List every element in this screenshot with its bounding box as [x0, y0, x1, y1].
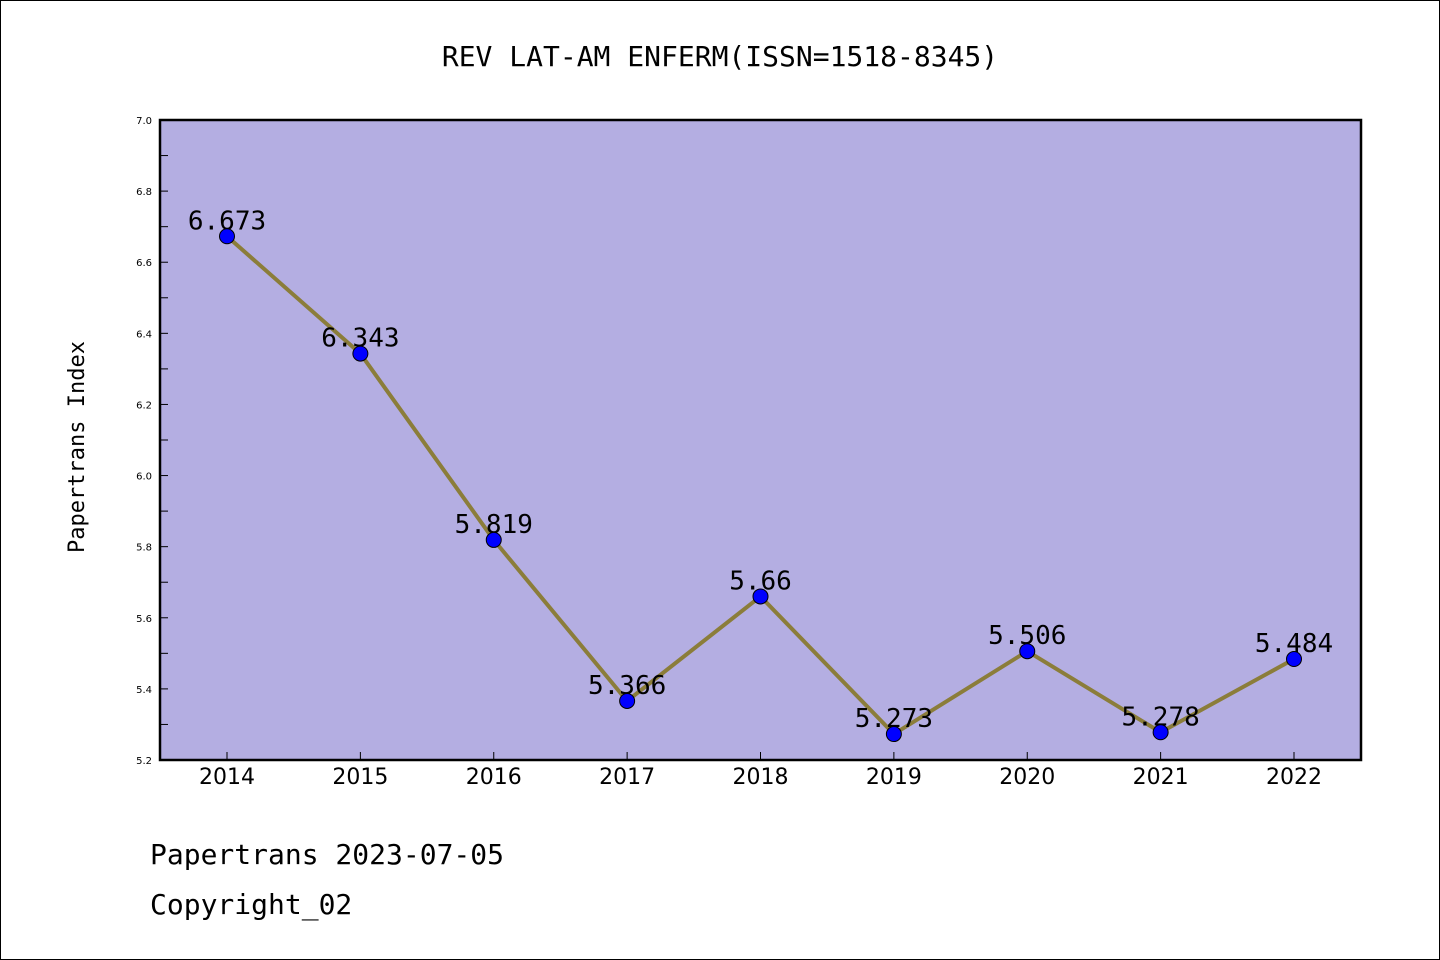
- y-tick-label: 5.2: [136, 756, 152, 767]
- footer-copyright: Copyright_02: [150, 888, 352, 922]
- x-tick-label: 2020: [999, 765, 1055, 790]
- y-tick-label: 6.0: [136, 472, 152, 483]
- data-markers: [219, 228, 1302, 743]
- data-point: [885, 726, 902, 743]
- x-tick-label: 2015: [332, 765, 388, 790]
- x-axis: 2014 2015 2016 2017 2018 2019 2020 2021 2022: [199, 752, 1322, 790]
- y-tick-label: 6.6: [136, 258, 152, 269]
- footer-date: Papertrans 2023-07-05: [150, 838, 504, 871]
- y-tick-label: 6.4: [136, 329, 152, 340]
- y-tick-label: 5.6: [136, 614, 152, 625]
- x-tick-label: 2018: [733, 765, 789, 790]
- x-tick-label: 2014: [199, 765, 255, 790]
- x-tick-label: 2016: [466, 765, 522, 790]
- plot-area: [158, 118, 1363, 762]
- chart-title: REV LAT-AM ENFERM(ISSN=1518-8345): [442, 40, 998, 73]
- x-tick-label: 2022: [1266, 765, 1322, 790]
- data-point: [1286, 651, 1302, 668]
- y-tick-label: 5.4: [136, 685, 152, 696]
- y-tick-label: 6.8: [136, 187, 152, 198]
- data-point: [1019, 643, 1036, 660]
- data-point: [352, 345, 369, 362]
- y-axis: 5.2 5.4 5.6 5.8 6.0 6.2 6.4 6.6 6.8 7.0: [136, 116, 168, 767]
- data-point: [752, 588, 769, 605]
- data-point: [619, 692, 636, 709]
- y-tick-label: 7.0: [136, 116, 152, 127]
- y-tick-label: 5.8: [136, 543, 152, 554]
- y-tick-label: 6.2: [136, 400, 152, 411]
- x-tick-label: 2017: [599, 765, 655, 790]
- x-tick-label: 2019: [866, 765, 922, 790]
- data-point: [219, 228, 235, 245]
- y-axis-label: Papertrans Index: [65, 341, 90, 553]
- x-tick-label: 2021: [1133, 765, 1189, 790]
- data-point: [1152, 724, 1169, 741]
- data-point: [485, 531, 502, 548]
